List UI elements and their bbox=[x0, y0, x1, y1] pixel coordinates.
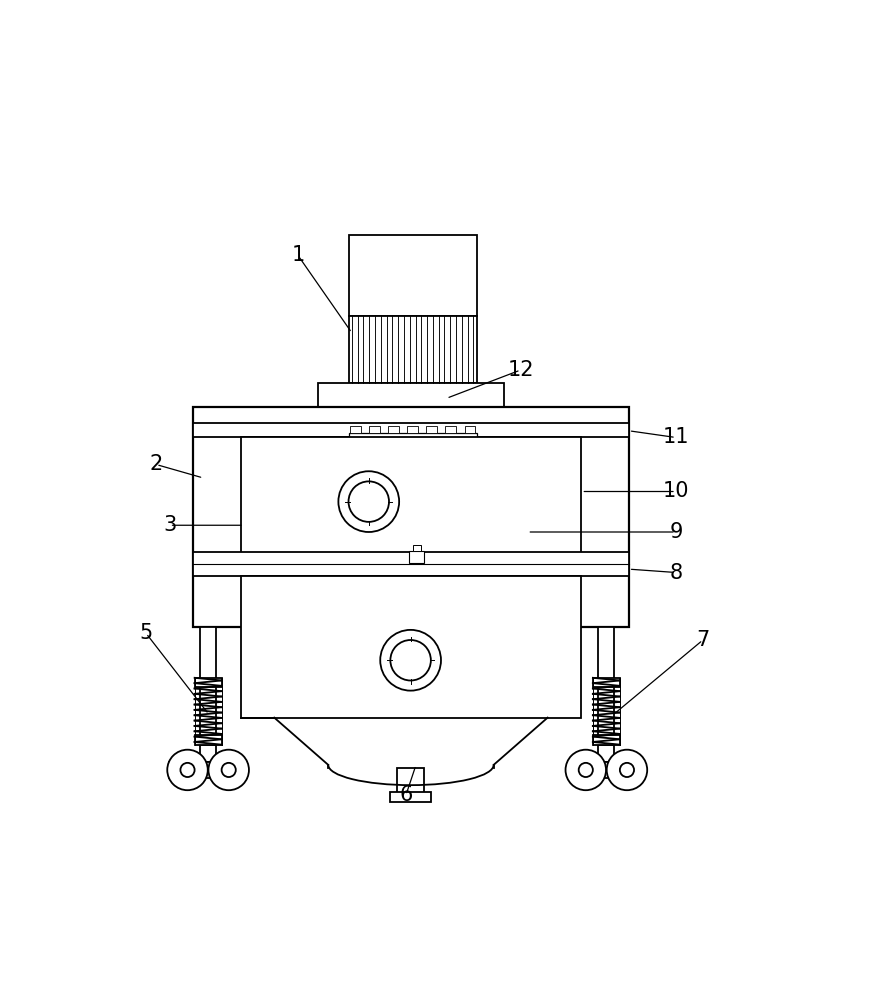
Bar bbox=[240, 437, 581, 556]
Circle shape bbox=[620, 763, 634, 777]
Bar bbox=[169, 762, 246, 778]
Bar bbox=[464, 448, 476, 454]
Bar bbox=[369, 426, 380, 433]
Text: 3: 3 bbox=[163, 515, 176, 535]
Text: 2: 2 bbox=[150, 454, 163, 474]
Bar bbox=[318, 383, 503, 407]
Bar bbox=[568, 762, 645, 778]
Text: 10: 10 bbox=[663, 481, 689, 501]
Bar bbox=[470, 407, 485, 426]
Bar bbox=[193, 552, 629, 576]
Bar bbox=[445, 448, 456, 454]
Text: 1: 1 bbox=[291, 245, 305, 265]
Circle shape bbox=[565, 750, 606, 790]
Bar bbox=[593, 735, 620, 745]
Circle shape bbox=[180, 763, 194, 777]
Bar bbox=[464, 426, 476, 433]
Bar bbox=[408, 448, 418, 454]
Bar bbox=[194, 735, 221, 745]
Bar bbox=[200, 627, 216, 738]
Bar bbox=[240, 576, 581, 718]
Text: 12: 12 bbox=[508, 360, 534, 380]
Circle shape bbox=[208, 750, 249, 790]
Bar bbox=[296, 422, 317, 434]
Bar bbox=[350, 448, 361, 454]
Text: 7: 7 bbox=[696, 630, 710, 650]
Bar bbox=[335, 407, 350, 426]
Bar bbox=[427, 426, 437, 433]
Bar bbox=[350, 426, 361, 433]
Bar bbox=[409, 551, 424, 563]
Circle shape bbox=[338, 471, 399, 532]
Bar bbox=[449, 407, 464, 426]
Bar bbox=[408, 426, 418, 433]
Circle shape bbox=[607, 750, 647, 790]
Text: 6: 6 bbox=[399, 785, 413, 805]
Bar bbox=[200, 745, 216, 762]
Bar bbox=[348, 433, 476, 448]
Bar bbox=[194, 678, 221, 687]
Bar bbox=[397, 768, 424, 795]
Bar bbox=[348, 235, 476, 316]
Bar bbox=[445, 426, 456, 433]
Circle shape bbox=[348, 481, 389, 522]
Bar bbox=[355, 407, 370, 426]
Bar bbox=[193, 423, 629, 437]
Bar bbox=[598, 745, 614, 762]
Circle shape bbox=[578, 763, 593, 777]
Bar bbox=[193, 407, 629, 627]
Bar bbox=[388, 448, 399, 454]
Circle shape bbox=[390, 640, 431, 681]
Text: 9: 9 bbox=[669, 522, 683, 542]
Bar bbox=[348, 316, 476, 383]
Bar bbox=[598, 627, 614, 738]
Bar bbox=[593, 678, 620, 687]
Bar bbox=[427, 448, 437, 454]
Bar bbox=[413, 545, 421, 551]
Circle shape bbox=[221, 763, 236, 777]
Bar bbox=[369, 448, 380, 454]
Text: 8: 8 bbox=[669, 563, 683, 583]
Bar bbox=[388, 426, 399, 433]
Bar bbox=[390, 792, 431, 802]
Bar bbox=[505, 422, 525, 434]
Text: 5: 5 bbox=[139, 623, 152, 643]
Circle shape bbox=[381, 630, 441, 691]
Text: 11: 11 bbox=[663, 427, 689, 447]
Circle shape bbox=[167, 750, 208, 790]
